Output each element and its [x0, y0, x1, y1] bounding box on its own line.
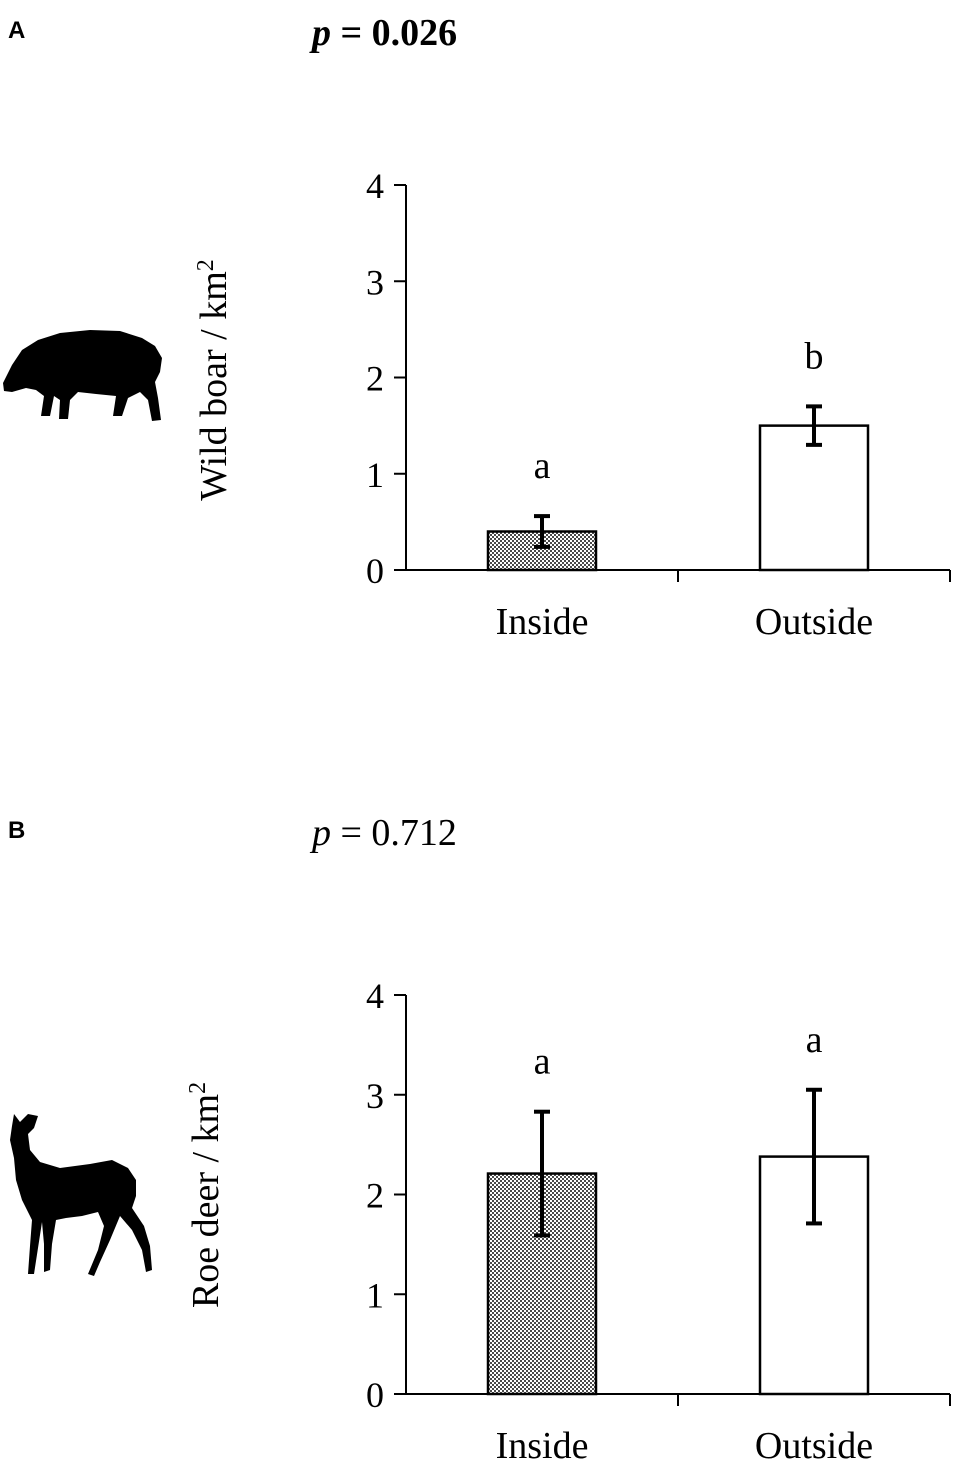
panel-b-y-tick-label: 1 [366, 1275, 384, 1315]
panel-b-y-tick-label: 4 [366, 976, 384, 1016]
panel-a-letter: A [8, 17, 25, 44]
wild-boar-icon [3, 330, 162, 421]
panel-b-category-label: Outside [755, 1425, 873, 1467]
panel-a-significance-label: a [534, 445, 551, 487]
panel-a-y-tick-label: 2 [366, 359, 384, 399]
panel-b-y-axis-label: Roe deer / km2 [185, 1082, 227, 1308]
panel-b-significance-label: a [534, 1041, 551, 1083]
panel-a-y-tick-label: 4 [366, 166, 384, 206]
panel-b-y-tick-label: 3 [366, 1076, 384, 1116]
panel-b-category-label: Inside [496, 1425, 589, 1467]
panel-b-y-tick-label: 0 [366, 1375, 384, 1415]
panel-a-y-tick-label: 3 [366, 262, 384, 302]
panel-a-category-label: Outside [755, 601, 873, 643]
panel-b-letter: B [8, 817, 25, 844]
panel-a-y-axis-label: Wild boar / km2 [193, 259, 235, 501]
panel-a-bar-outside [758, 424, 870, 572]
panel-a-bar-chart: 0 1 2 3 4 a Inside b Outside [366, 166, 951, 643]
panel-b-p-value: p = 0.712 [309, 812, 457, 854]
panel-a-category-label: Inside [496, 601, 589, 643]
panel-b-significance-label: a [806, 1019, 823, 1061]
panel-a-p-value: p = 0.026 [309, 12, 457, 54]
panel-b-bar-chart: 0 1 2 3 4 a Inside a Outside [366, 976, 951, 1467]
panel-a-y-tick-label: 1 [366, 455, 384, 495]
panel-a-y-tick-label: 0 [366, 551, 384, 591]
panel-a-significance-label: b [805, 335, 824, 377]
roe-deer-icon [10, 1114, 152, 1276]
panel-b-y-tick-label: 2 [366, 1176, 384, 1216]
